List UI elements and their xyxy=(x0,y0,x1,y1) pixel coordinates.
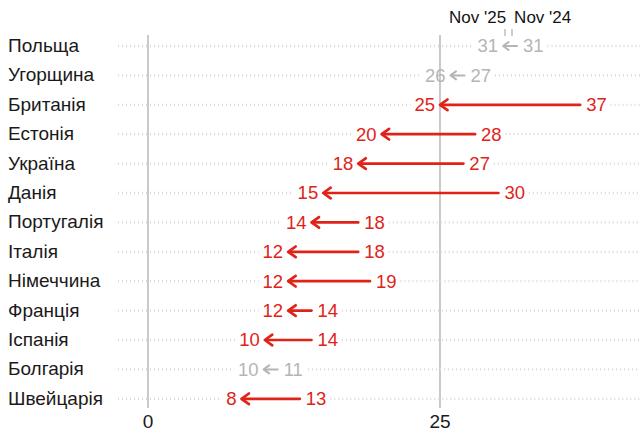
value-label-nov24: 31 xyxy=(523,35,544,56)
value-label-nov25: 8 xyxy=(226,388,236,409)
value-label-nov24: 13 xyxy=(306,388,327,409)
value-label-nov25: 20 xyxy=(356,124,377,145)
value-label-nov25: 31 xyxy=(478,35,499,56)
row-label: Угорщина xyxy=(8,62,94,88)
row-label: Італія xyxy=(8,239,58,265)
x-tick-label: 25 xyxy=(429,411,450,433)
row-label: Естонія xyxy=(8,121,74,147)
value-label-nov24: 27 xyxy=(469,153,490,174)
row-label: Болгарія xyxy=(8,356,84,382)
row-label: Польща xyxy=(8,33,79,59)
value-label-nov24: 14 xyxy=(318,300,339,321)
value-label-nov25: 10 xyxy=(238,359,259,380)
value-label-nov25: 18 xyxy=(333,153,354,174)
value-label-nov25: 25 xyxy=(414,94,435,115)
value-label-nov25: 12 xyxy=(263,241,284,262)
value-label-nov24: 28 xyxy=(481,124,502,145)
row-label: Британія xyxy=(8,92,86,118)
x-tick-label: 0 xyxy=(143,411,154,433)
value-label-nov25: 14 xyxy=(286,212,307,233)
value-label-nov24: 11 xyxy=(284,359,303,380)
value-label-nov25: 10 xyxy=(239,329,260,350)
value-label-nov24: 37 xyxy=(586,94,607,115)
row-label: Швейцарія xyxy=(8,386,103,412)
value-label-nov25: 26 xyxy=(425,65,446,86)
value-label-nov24: 14 xyxy=(318,329,339,350)
value-label-nov24: 27 xyxy=(471,65,492,86)
row-label: Данія xyxy=(8,180,56,206)
value-label-nov24: 18 xyxy=(364,212,385,233)
value-label-nov24: 19 xyxy=(376,271,397,292)
chart: Nov '25 Nov '24 313126272537202818271530… xyxy=(0,0,644,438)
row-label: Франція xyxy=(8,298,79,324)
value-label-nov25: 12 xyxy=(263,300,284,321)
row-label: Португалія xyxy=(8,209,103,235)
row-label: Іспанія xyxy=(8,327,69,353)
value-label-nov24: 18 xyxy=(364,241,385,262)
value-label-nov25: 15 xyxy=(298,182,319,203)
value-label-nov24: 30 xyxy=(504,182,525,203)
row-label: Німеччина xyxy=(8,268,100,294)
value-label-nov25: 12 xyxy=(263,271,284,292)
row-label: Україна xyxy=(8,151,75,177)
